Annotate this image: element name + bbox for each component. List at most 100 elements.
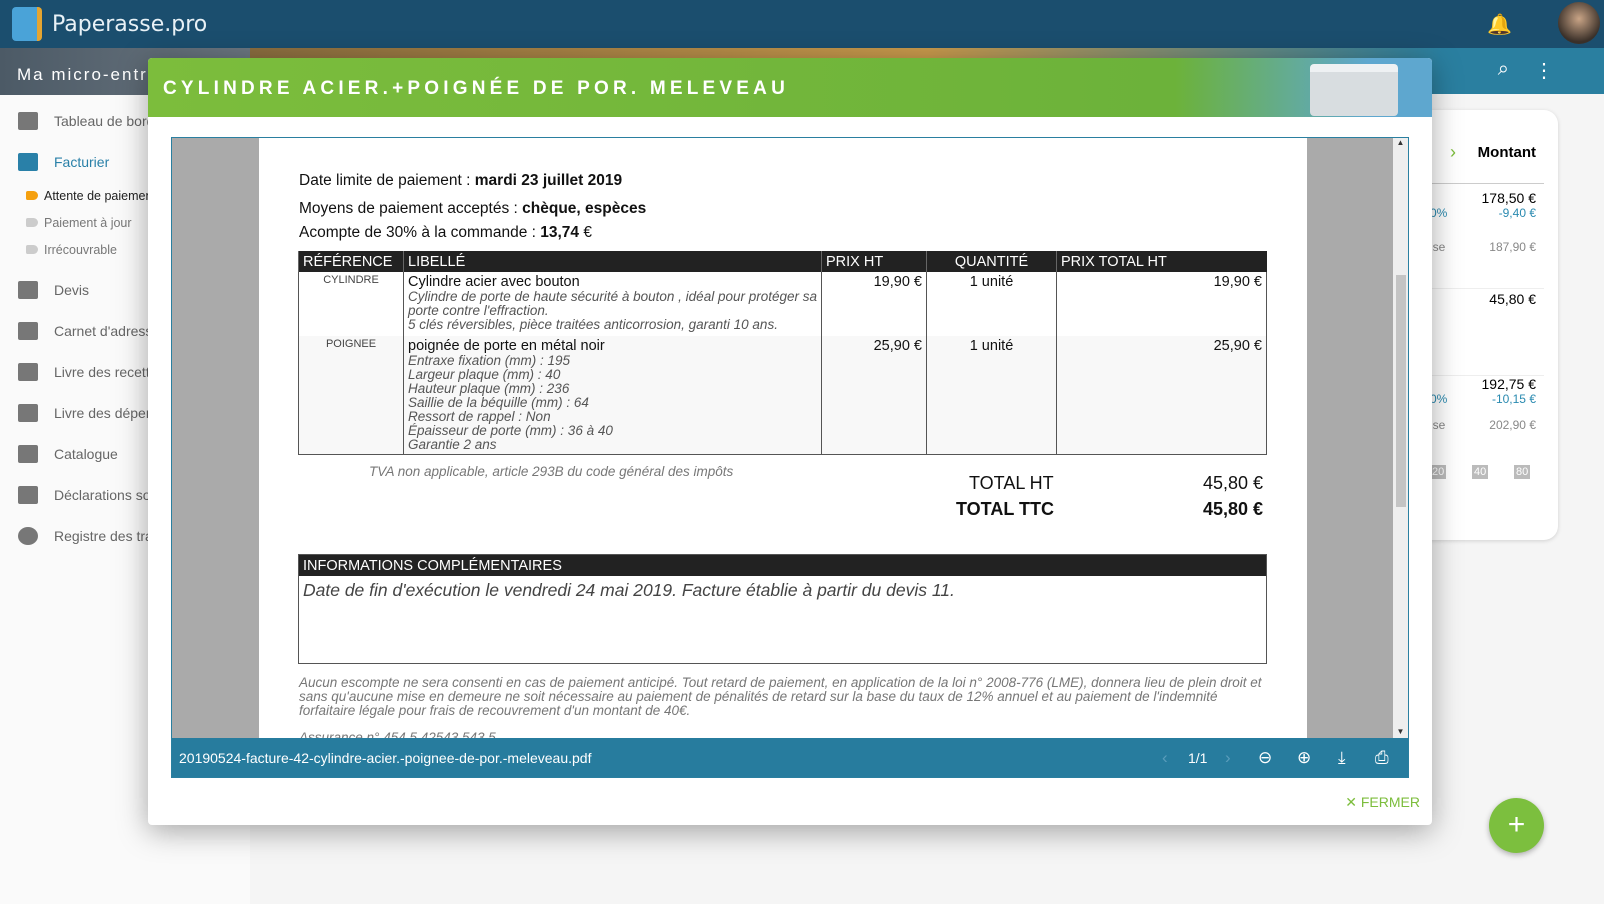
sidebar-item-label: Devis bbox=[54, 281, 90, 298]
page-indicator: 1/1 bbox=[1188, 750, 1208, 766]
deposit: Acompte de 30% à la commande : 13,74 € bbox=[299, 224, 592, 242]
value: chèque, espèces bbox=[522, 200, 647, 217]
line-price: 25,90 € bbox=[821, 336, 927, 455]
sidebar-item-dashboard[interactable]: Tableau de bord bbox=[0, 100, 250, 141]
zoom-in-icon[interactable]: ⊕ bbox=[1297, 748, 1312, 767]
line-desc: Cylindre de porte de haute sécurité à bo… bbox=[408, 289, 818, 318]
sidebar-sub-awaiting[interactable]: Attente de paiement bbox=[0, 182, 250, 209]
scroll-up-icon[interactable]: ▲ bbox=[1396, 138, 1405, 147]
row-discount-pct: 0% bbox=[1430, 206, 1448, 220]
table-header: RÉFÉRENCE LIBELLÉ PRIX HT QUANTITÉ PRIX … bbox=[298, 251, 1267, 272]
add-button[interactable]: + bbox=[1489, 798, 1544, 853]
catalogue-icon bbox=[18, 444, 38, 463]
vat-note: TVA non applicable, article 293B du code… bbox=[369, 464, 734, 479]
line-desc: Ressort de rappel : Non bbox=[408, 409, 551, 424]
logo-icon bbox=[12, 7, 42, 41]
info-box: INFORMATIONS COMPLÉMENTAIRES Date de fin… bbox=[298, 554, 1267, 664]
list-icon bbox=[18, 485, 38, 504]
prev-page-icon[interactable]: ‹ bbox=[1162, 748, 1168, 767]
app-name[interactable]: Paperasse.pro bbox=[52, 11, 208, 37]
items-table: RÉFÉRENCE LIBELLÉ PRIX HT QUANTITÉ PRIX … bbox=[298, 251, 1267, 455]
scroll-thumb[interactable] bbox=[1396, 275, 1406, 507]
page-size-80[interactable]: 80 bbox=[1514, 465, 1531, 479]
row-amount: 178,50 € bbox=[1481, 190, 1537, 206]
print-icon[interactable]: ⎙ bbox=[1375, 748, 1389, 767]
sidebar-item-catalogue[interactable]: Catalogue bbox=[0, 433, 250, 474]
sidebar-item-label: Facturier bbox=[54, 153, 110, 170]
euro-in-icon bbox=[18, 362, 38, 381]
printer-illustration-icon bbox=[1310, 64, 1398, 116]
line-desc: 5 clés réversibles, pièce traitées antic… bbox=[408, 317, 778, 332]
sidebar-item-contacts[interactable]: Carnet d'adresses bbox=[0, 310, 250, 351]
sidebar-item-label: Catalogue bbox=[54, 445, 118, 462]
sidebar-item-devis[interactable]: Devis bbox=[0, 269, 250, 310]
sidebar-item-expenses[interactable]: Livre des dépenses bbox=[0, 392, 250, 433]
info-text: Date de fin d'exécution le vendredi 24 m… bbox=[303, 580, 955, 600]
more-vert-icon[interactable]: ⋮ bbox=[1534, 60, 1554, 82]
sidebar-item-label: Carnet d'adresses bbox=[54, 322, 168, 339]
next-page-icon[interactable]: › bbox=[1225, 748, 1231, 767]
col-reference: RÉFÉRENCE bbox=[298, 251, 404, 272]
row-sub-label: ise bbox=[1430, 240, 1446, 254]
pdf-toolbar: 20190524-facture-42-cylindre-acier.-poig… bbox=[172, 738, 1408, 777]
row-sub-amount: 187,90 € bbox=[1489, 240, 1536, 254]
zoom-out-icon[interactable]: ⊖ bbox=[1258, 748, 1273, 767]
dashboard-icon bbox=[18, 111, 38, 130]
tag-icon bbox=[26, 191, 38, 200]
dialog-header: CYLINDRE ACIER.+POIGNÉE DE POR. MELEVEAU bbox=[148, 58, 1432, 117]
close-label: FERMER bbox=[1360, 794, 1420, 810]
sidebar-item-income[interactable]: Livre des recettes bbox=[0, 351, 250, 392]
people-icon bbox=[18, 321, 38, 340]
pdf-viewer: Date limite de paiement : mardi 23 juill… bbox=[171, 137, 1409, 778]
total-ht-value: 45,80 € bbox=[1202, 473, 1263, 493]
page-size-20[interactable]: 20 bbox=[1430, 465, 1447, 479]
label: Date limite de paiement : bbox=[299, 172, 475, 189]
bell-icon[interactable]: 🔔 bbox=[1487, 14, 1512, 36]
column-header-amount[interactable]: Montant bbox=[1477, 144, 1536, 161]
total-ttc-value: 45,80 € bbox=[1202, 499, 1263, 519]
row-discount: -10,15 € bbox=[1491, 392, 1536, 406]
line-title: poignée de porte en métal noir bbox=[408, 338, 605, 354]
pdf-scrollbar[interactable]: ▲ ▼ bbox=[1393, 138, 1408, 738]
page-size-40[interactable]: 40 bbox=[1472, 465, 1489, 479]
shield-icon bbox=[18, 526, 38, 545]
avatar[interactable] bbox=[1558, 2, 1600, 44]
sidebar-sub-label: Attente de paiement bbox=[44, 188, 156, 203]
scroll-down-icon[interactable]: ▼ bbox=[1396, 727, 1405, 736]
sidebar: Ma micro-entre Tableau de bord Facturier… bbox=[0, 48, 250, 904]
sidebar-item-label: Livre des recettes bbox=[54, 363, 165, 380]
row-discount: -9,40 € bbox=[1498, 206, 1536, 220]
row-amount: 45,80 € bbox=[1489, 291, 1536, 307]
sidebar-sub-paid[interactable]: Paiement à jour bbox=[0, 209, 250, 236]
row-sub-amount: 202,90 € bbox=[1489, 418, 1536, 432]
line-qty: 1 unité bbox=[926, 336, 1057, 455]
col-quantity: QUANTITÉ bbox=[926, 251, 1057, 272]
clipboard-icon bbox=[18, 152, 38, 171]
col-price: PRIX HT bbox=[821, 251, 927, 272]
search-icon[interactable]: ⌕ bbox=[1497, 58, 1509, 80]
invoice-preview-dialog: CYLINDRE ACIER.+POIGNÉE DE POR. MELEVEAU… bbox=[148, 58, 1432, 825]
table-row: CYLINDRE Cylindre acier avec bouton Cyli… bbox=[298, 272, 1267, 336]
tag-icon bbox=[26, 218, 38, 227]
sidebar-sub-unrecoverable[interactable]: Irrécouvrable bbox=[0, 236, 250, 263]
tag-icon bbox=[26, 245, 38, 254]
info-title: INFORMATIONS COMPLÉMENTAIRES bbox=[299, 555, 1266, 576]
close-icon: ✕ bbox=[1345, 794, 1361, 810]
pdf-page: Date limite de paiement : mardi 23 juill… bbox=[259, 138, 1307, 745]
table-row: POIGNEE poignée de porte en métal noir E… bbox=[298, 336, 1267, 455]
chevron-right-icon[interactable]: › bbox=[1450, 142, 1456, 162]
sidebar-item-facturier[interactable]: Facturier bbox=[0, 141, 250, 182]
line-desc: Entraxe fixation (mm) : 195 bbox=[408, 353, 571, 368]
close-button[interactable]: ✕ FERMER bbox=[1345, 794, 1420, 811]
line-ref: CYLINDRE bbox=[298, 272, 404, 336]
line-total: 19,90 € bbox=[1056, 272, 1267, 336]
total-ht-label: TOTAL HT bbox=[969, 473, 1054, 493]
line-desc: Hauteur plaque (mm) : 236 bbox=[408, 381, 570, 396]
label: Moyens de paiement acceptés : bbox=[299, 200, 523, 217]
currency: € bbox=[583, 224, 592, 241]
value: mardi 23 juillet 2019 bbox=[474, 172, 623, 189]
total-ttc-label: TOTAL TTC bbox=[956, 499, 1054, 519]
sidebar-sub-label: Irrécouvrable bbox=[44, 242, 117, 257]
download-icon[interactable]: ⤓ bbox=[1338, 748, 1346, 767]
row-amount: 192,75 € bbox=[1481, 376, 1537, 392]
